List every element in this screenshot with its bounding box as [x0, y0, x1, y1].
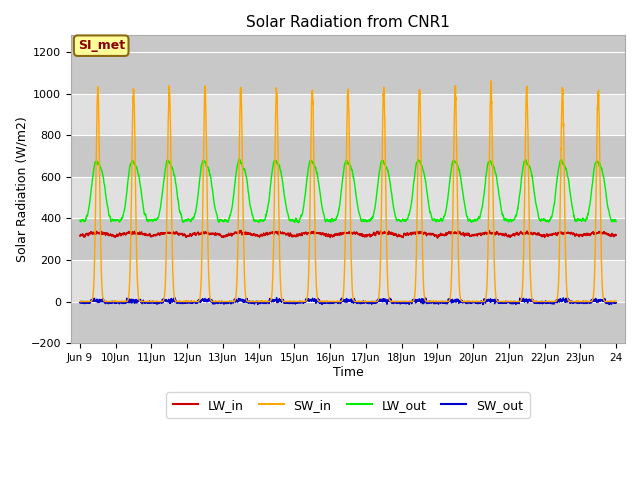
- SW_out: [172, 298, 180, 304]
- SW_in: [438, 299, 446, 304]
- Bar: [71, 177, 625, 218]
- LW_out: [612, 219, 620, 225]
- Line: SW_in: SW_in: [80, 81, 616, 301]
- SW_out: [438, 300, 446, 306]
- SW_in: [612, 298, 620, 304]
- SW_in: [76, 299, 84, 304]
- LW_out: [172, 184, 180, 190]
- LW_out: [236, 156, 243, 162]
- SW_out: [499, 300, 506, 306]
- SW_out: [254, 301, 262, 307]
- Line: SW_out: SW_out: [80, 298, 616, 304]
- LW_out: [468, 218, 476, 224]
- SW_in: [468, 299, 476, 304]
- SW_in: [499, 299, 506, 304]
- SW_out: [328, 300, 336, 306]
- LW_in: [172, 230, 180, 236]
- SW_in: [612, 299, 620, 304]
- Title: Solar Radiation from CNR1: Solar Radiation from CNR1: [246, 15, 450, 30]
- SW_out: [76, 300, 84, 305]
- LW_out: [438, 217, 446, 223]
- Text: SI_met: SI_met: [77, 39, 125, 52]
- LW_in: [76, 233, 84, 239]
- LW_out: [328, 216, 336, 222]
- LW_out: [295, 220, 303, 226]
- LW_in: [237, 228, 245, 233]
- Bar: [71, 94, 625, 135]
- SW_out: [468, 300, 476, 305]
- SW_out: [612, 300, 620, 306]
- LW_out: [76, 217, 84, 223]
- Y-axis label: Solar Radiation (W/m2): Solar Radiation (W/m2): [15, 116, 28, 262]
- LW_in: [612, 232, 620, 238]
- SW_out: [273, 295, 280, 300]
- LW_in: [499, 233, 506, 239]
- SW_in: [173, 299, 180, 304]
- Legend: LW_in, SW_in, LW_out, SW_out: LW_in, SW_in, LW_out, SW_out: [166, 393, 530, 418]
- X-axis label: Time: Time: [333, 366, 364, 379]
- Line: LW_in: LW_in: [80, 230, 616, 238]
- Line: LW_out: LW_out: [80, 159, 616, 223]
- SW_in: [328, 299, 336, 304]
- LW_in: [434, 235, 442, 241]
- LW_out: [499, 212, 506, 218]
- LW_in: [612, 232, 620, 238]
- LW_in: [328, 233, 336, 239]
- SW_out: [612, 300, 620, 305]
- LW_out: [612, 217, 620, 223]
- Bar: [71, 260, 625, 301]
- LW_in: [468, 232, 476, 238]
- SW_in: [76, 299, 84, 304]
- SW_in: [487, 78, 495, 84]
- LW_in: [438, 231, 446, 237]
